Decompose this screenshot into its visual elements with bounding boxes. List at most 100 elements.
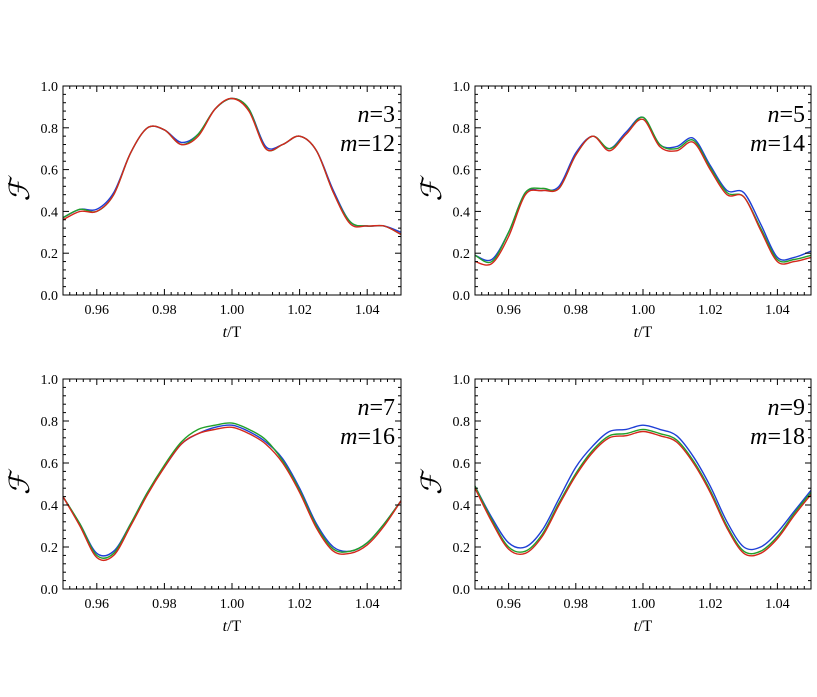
- x-tick-label: 0.96: [496, 597, 521, 612]
- series-line-2: [62, 422, 402, 559]
- series-line-3: [62, 97, 402, 236]
- series-line-3: [474, 430, 812, 557]
- plot-frame: [62, 378, 402, 590]
- x-tick-label: 0.98: [564, 303, 589, 318]
- series-line-2: [62, 97, 402, 236]
- x-axis-title-rest: /T: [638, 618, 652, 635]
- x-axis-title-var: t: [634, 324, 639, 341]
- x-tick-label: 1.04: [355, 597, 380, 612]
- y-tick-label: 0.6: [41, 457, 59, 472]
- y-tick-label: 0.8: [41, 415, 59, 430]
- plot-frame: [62, 85, 402, 296]
- chart-panel-3: 0.96 0.98 1.00 1.02 1.04 0.0 0.2 0.4 0.6 0.8 1.0 t/…: [3, 373, 402, 635]
- y-tick-label: 0.4: [453, 499, 471, 514]
- x-tick-label: 0.98: [152, 597, 177, 612]
- y-tick-label: 1.0: [453, 373, 471, 388]
- x-tick-label: 1.02: [287, 303, 312, 318]
- y-tick-label: 0.0: [453, 289, 471, 304]
- parameter-value: =16: [357, 424, 395, 450]
- parameter-name: n: [767, 395, 779, 421]
- x-tick-label: 0.98: [152, 303, 177, 318]
- x-tick-label: 1.00: [220, 597, 245, 612]
- y-tick-label: 0.4: [453, 205, 471, 220]
- parameter-value: =12: [357, 131, 395, 157]
- parameter-name: n: [767, 102, 779, 128]
- chart-panel-4: 0.96 0.98 1.00 1.02 1.04 0.0 0.2 0.4 0.6 0.8 1.0 t/…: [415, 373, 812, 635]
- parameter-value: =14: [767, 131, 805, 157]
- x-tick-label: 1.04: [355, 303, 380, 318]
- series-line-3: [62, 426, 402, 562]
- parameter-annotation: n=7: [357, 395, 395, 421]
- parameter-value: =5: [779, 102, 805, 128]
- x-tick-label: 1.00: [631, 303, 656, 318]
- y-tick-label: 0.0: [453, 583, 471, 598]
- y-tick-label: 0.6: [453, 457, 471, 472]
- parameter-annotation: m=14: [750, 131, 805, 157]
- x-axis-title-rest: /T: [638, 324, 652, 341]
- y-tick-label: 0.4: [41, 205, 59, 220]
- y-tick-label: 0.8: [453, 122, 471, 137]
- y-axis-title: ℱ: [415, 175, 448, 202]
- y-tick-label: 0.8: [41, 122, 59, 137]
- parameter-annotation: m=18: [750, 424, 805, 450]
- y-axis-title: ℱ: [415, 468, 448, 495]
- x-axis-title-rest: /T: [227, 618, 241, 635]
- y-tick-label: 1.0: [453, 80, 471, 95]
- x-tick-label: 0.98: [564, 597, 589, 612]
- parameter-name: m: [340, 424, 357, 450]
- x-axis-title: t/T: [223, 324, 242, 341]
- x-tick-label: 0.96: [496, 303, 521, 318]
- y-axis-title: ℱ: [3, 468, 36, 495]
- x-axis-title-rest: /T: [227, 324, 241, 341]
- y-tick-label: 0.2: [453, 541, 471, 556]
- parameter-value: =18: [767, 424, 805, 450]
- x-tick-label: 0.96: [85, 597, 110, 612]
- x-axis-title-var: t: [634, 618, 639, 635]
- x-axis-title: t/T: [634, 618, 653, 635]
- x-tick-label: 1.00: [220, 303, 245, 318]
- y-tick-label: 0.6: [453, 164, 471, 179]
- x-tick-label: 0.96: [85, 303, 110, 318]
- x-tick-label: 1.02: [698, 597, 723, 612]
- parameter-annotation: n=3: [357, 102, 395, 128]
- x-tick-label: 1.00: [631, 597, 656, 612]
- y-tick-label: 0.0: [41, 583, 59, 598]
- parameter-annotation: m=12: [340, 131, 395, 157]
- x-axis-title-var: t: [223, 618, 228, 635]
- parameter-annotation: n=5: [767, 102, 805, 128]
- x-tick-label: 1.04: [765, 303, 790, 318]
- series-line-3: [474, 118, 812, 266]
- series-line-1: [62, 97, 402, 233]
- parameter-name: n: [357, 102, 369, 128]
- plot-frame: [474, 378, 812, 590]
- parameter-name: m: [750, 131, 767, 157]
- parameter-value: =9: [779, 395, 805, 421]
- y-axis-title: ℱ: [3, 175, 36, 202]
- parameter-name: m: [750, 424, 767, 450]
- series-line-1: [474, 424, 812, 551]
- y-tick-label: 0.2: [453, 247, 471, 262]
- parameter-value: =3: [369, 102, 395, 128]
- parameter-value: =7: [369, 395, 395, 421]
- x-tick-label: 1.02: [287, 597, 312, 612]
- y-tick-label: 0.0: [41, 289, 59, 304]
- y-tick-label: 0.2: [41, 247, 59, 262]
- chart-panel-2: 0.96 0.98 1.00 1.02 1.04 0.0 0.2 0.4 0.6 0.8 1.0 t/…: [415, 80, 812, 341]
- y-tick-label: 0.4: [41, 499, 59, 514]
- y-tick-label: 0.2: [41, 541, 59, 556]
- x-axis-title-var: t: [223, 324, 228, 341]
- parameter-annotation: m=16: [340, 424, 395, 450]
- x-tick-label: 1.04: [765, 597, 790, 612]
- y-tick-label: 1.0: [41, 373, 59, 388]
- y-tick-label: 0.6: [41, 164, 59, 179]
- x-axis-title: t/T: [223, 618, 242, 635]
- parameter-name: m: [340, 131, 357, 157]
- parameter-annotation: n=9: [767, 395, 805, 421]
- parameter-name: n: [357, 395, 369, 421]
- y-tick-label: 0.8: [453, 415, 471, 430]
- series-line-2: [474, 428, 812, 555]
- chart-panel-1: 0.96 0.98 1.00 1.02 1.04 0.0 0.2 0.4 0.6 0.8 1.0 t/…: [3, 80, 402, 341]
- x-axis-title: t/T: [634, 324, 653, 341]
- x-tick-label: 1.02: [698, 303, 723, 318]
